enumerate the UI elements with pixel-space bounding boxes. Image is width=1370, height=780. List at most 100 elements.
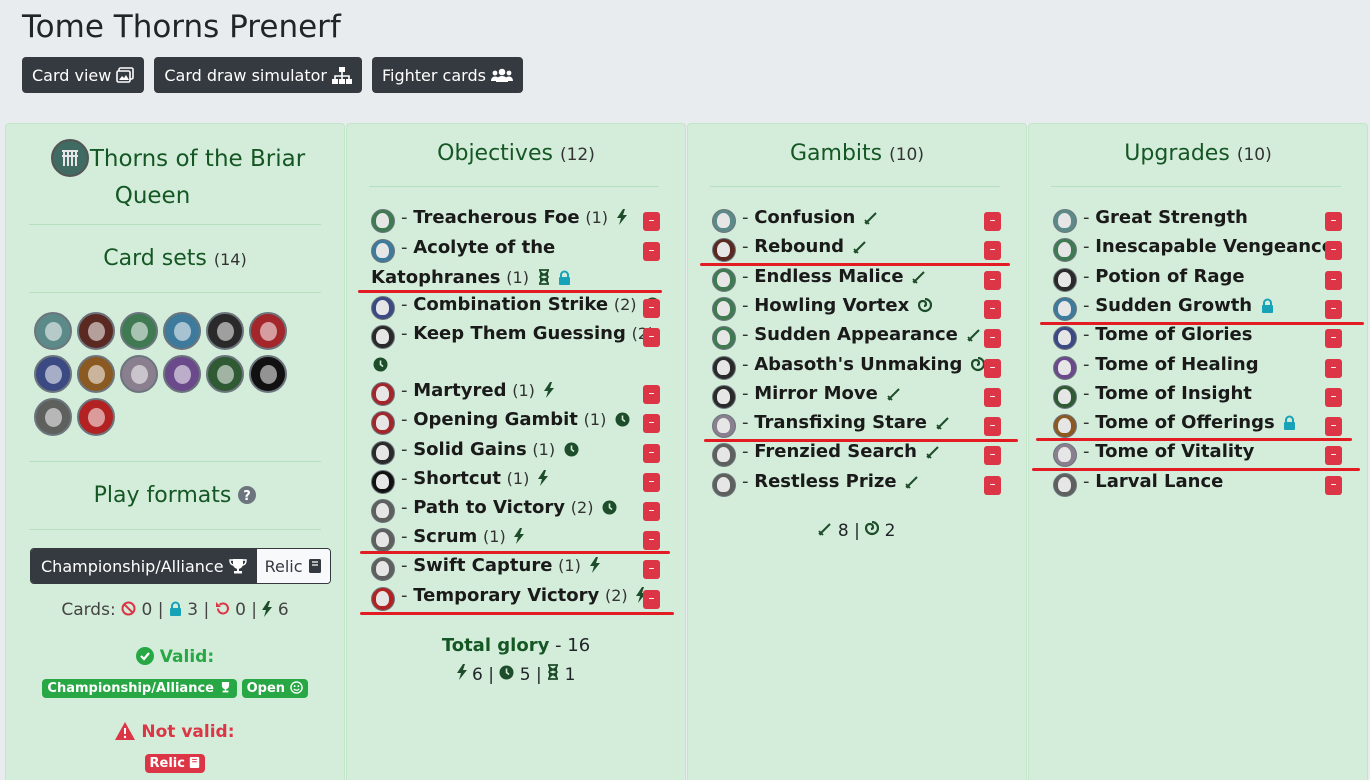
objective-row[interactable]: - Path to Victory (2): [371, 497, 641, 525]
objective-row[interactable]: - Temporary Victory (2): [371, 585, 647, 613]
gambit-row[interactable]: - Mirror Move: [712, 383, 982, 411]
remove-gambit-button[interactable]: –: [984, 417, 1001, 437]
remove-objective-button[interactable]: –: [643, 242, 660, 261]
upgrades-panel: Upgrades (10) - Great Strength – - Inescap…: [1028, 123, 1368, 780]
remove-gambit-button[interactable]: –: [984, 329, 1001, 349]
upgrade-row[interactable]: - Tome of Glories: [1053, 324, 1323, 352]
objective-row[interactable]: - Swift Capture (1): [371, 555, 641, 583]
upgrade-row[interactable]: - Tome of Insight: [1053, 382, 1323, 411]
gambit-name: Howling Vortex: [754, 294, 910, 316]
deathgorge-set-icon[interactable]: [77, 398, 115, 436]
harrowdeep-set-icon[interactable]: [163, 355, 201, 393]
objective-row[interactable]: - Shortcut (1): [371, 468, 641, 496]
remove-gambit-button[interactable]: –: [984, 241, 1001, 261]
upgrade-name: Tome of Insight: [1095, 382, 1252, 404]
card-draw-simulator-button[interactable]: Card draw simulator: [154, 57, 362, 93]
trophy-icon: [228, 559, 247, 574]
objective-row[interactable]: - Acolyte of the Katophranes (1): [371, 237, 641, 288]
upgrade-row[interactable]: - Great Strength: [1053, 207, 1323, 235]
objective-row[interactable]: - Scrum (1): [371, 526, 641, 554]
upgrade-row[interactable]: - Sudden Growth: [1053, 295, 1323, 323]
remove-upgrade-button[interactable]: –: [1325, 212, 1342, 231]
remove-objective-button[interactable]: –: [643, 385, 660, 404]
gambit-row[interactable]: - Sudden Appearance: [712, 324, 982, 352]
card-view-button[interactable]: Card view: [22, 57, 145, 93]
objective-row[interactable]: - Keep Them Guessing (2): [371, 323, 654, 375]
objective-row[interactable]: - Treacherous Foe (1): [371, 207, 641, 235]
remove-gambit-button[interactable]: –: [984, 475, 1001, 495]
remove-gambit-button[interactable]: –: [984, 387, 1001, 407]
beastgrave-set-icon[interactable]: [77, 312, 115, 350]
remove-upgrade-button[interactable]: –: [1325, 387, 1342, 407]
gambit-row[interactable]: - Howling Vortex: [712, 294, 982, 323]
highlight-underline: [358, 290, 662, 293]
remove-upgrade-button[interactable]: –: [1325, 270, 1342, 290]
shadespire-set-icon[interactable]: [34, 312, 72, 350]
gambit-row[interactable]: - Transfixing Stare: [712, 412, 982, 440]
beastgrave-set-icon: [712, 238, 736, 263]
remove-objective-button[interactable]: –: [643, 414, 660, 433]
upgrade-row[interactable]: - Tome of Offerings: [1053, 412, 1323, 440]
direchasm-set-icon[interactable]: [163, 312, 201, 350]
gambit-name: Rebound: [754, 236, 845, 258]
upgrade-row[interactable]: - Inescapable Vengeance: [1053, 236, 1334, 264]
remove-objective-button[interactable]: –: [643, 212, 660, 231]
upgrade-row[interactable]: - Tome of Healing: [1053, 353, 1323, 382]
objective-row[interactable]: - Solid Gains (1): [371, 439, 641, 467]
card-view-label: Card view: [32, 65, 112, 85]
gambit-row[interactable]: - Confusion: [712, 207, 982, 235]
remove-objective-button[interactable]: –: [643, 590, 660, 609]
remove-upgrade-button[interactable]: –: [1325, 329, 1342, 349]
format-relic-button[interactable]: Relic: [256, 549, 330, 583]
remove-upgrade-button[interactable]: –: [1325, 475, 1342, 495]
ghur-blue-set-icon[interactable]: [34, 355, 72, 393]
gambit-row[interactable]: - Restless Prize: [712, 471, 982, 499]
remove-gambit-button[interactable]: –: [984, 212, 1001, 231]
nightvault-green-set-icon[interactable]: [120, 312, 158, 350]
gambit-row[interactable]: - Frenzied Search: [712, 441, 982, 469]
remove-objective-button[interactable]: –: [643, 299, 660, 318]
upgrade-name: Tome of Healing: [1095, 353, 1259, 375]
objective-name: Acolyte of the: [413, 237, 556, 258]
remove-upgrade-button[interactable]: –: [1325, 241, 1342, 261]
objective-row[interactable]: - Opening Gambit (1): [371, 409, 641, 437]
remove-objective-button[interactable]: –: [643, 444, 660, 463]
help-icon[interactable]: ?: [238, 486, 257, 504]
upgrade-row[interactable]: - Potion of Rage: [1053, 266, 1323, 294]
remove-gambit-button[interactable]: –: [984, 358, 1001, 378]
upgrade-name: Tome of Offerings: [1095, 412, 1275, 434]
objective-row[interactable]: - Combination Strike (2): [371, 294, 660, 322]
remove-upgrade-button[interactable]: –: [1325, 358, 1342, 378]
remove-objective-button[interactable]: –: [643, 328, 660, 347]
remove-gambit-button[interactable]: –: [984, 446, 1001, 466]
remove-objective-button[interactable]: –: [643, 473, 660, 492]
remove-objective-button[interactable]: –: [643, 502, 660, 521]
remove-objective-button[interactable]: –: [643, 531, 660, 550]
remove-upgrade-button[interactable]: –: [1325, 417, 1342, 437]
remove-gambit-button[interactable]: –: [984, 270, 1001, 290]
gnarlwood-set-icon[interactable]: [249, 355, 287, 393]
gambit-row[interactable]: - Rebound: [712, 236, 982, 264]
upgrade-row[interactable]: - Tome of Vitality: [1053, 441, 1323, 469]
dreadfane-set-icon[interactable]: [249, 312, 287, 350]
upgrade-row[interactable]: - Larval Lance: [1053, 471, 1323, 499]
highlight-underline: [700, 263, 1010, 266]
starblood-set-icon: [1053, 384, 1077, 409]
objective-row[interactable]: - Martyred (1): [371, 380, 641, 408]
dreadfane-set-icon: [371, 382, 395, 406]
remove-upgrade-button[interactable]: –: [1325, 446, 1342, 466]
wyrdhollow-set-icon[interactable]: [34, 398, 72, 436]
beastgrave-orange-set-icon[interactable]: [77, 355, 115, 393]
arena-mortis-set-icon[interactable]: [120, 355, 158, 393]
surge-icon: [514, 528, 525, 544]
starblood-set-icon[interactable]: [206, 355, 244, 393]
remove-objective-button[interactable]: –: [643, 560, 660, 579]
warband-name[interactable]: Thorns of the Briar Queen: [89, 146, 306, 209]
remove-gambit-button[interactable]: –: [984, 299, 1001, 319]
universal-dark-set-icon[interactable]: [206, 312, 244, 350]
format-championship-button[interactable]: Championship/Alliance: [31, 549, 257, 583]
remove-upgrade-button[interactable]: –: [1325, 299, 1342, 319]
gambit-row[interactable]: - Endless Malice: [712, 266, 982, 294]
fighter-cards-button[interactable]: Fighter cards: [371, 57, 523, 93]
gambit-row[interactable]: - Abasoth's Unmaking: [712, 354, 986, 382]
